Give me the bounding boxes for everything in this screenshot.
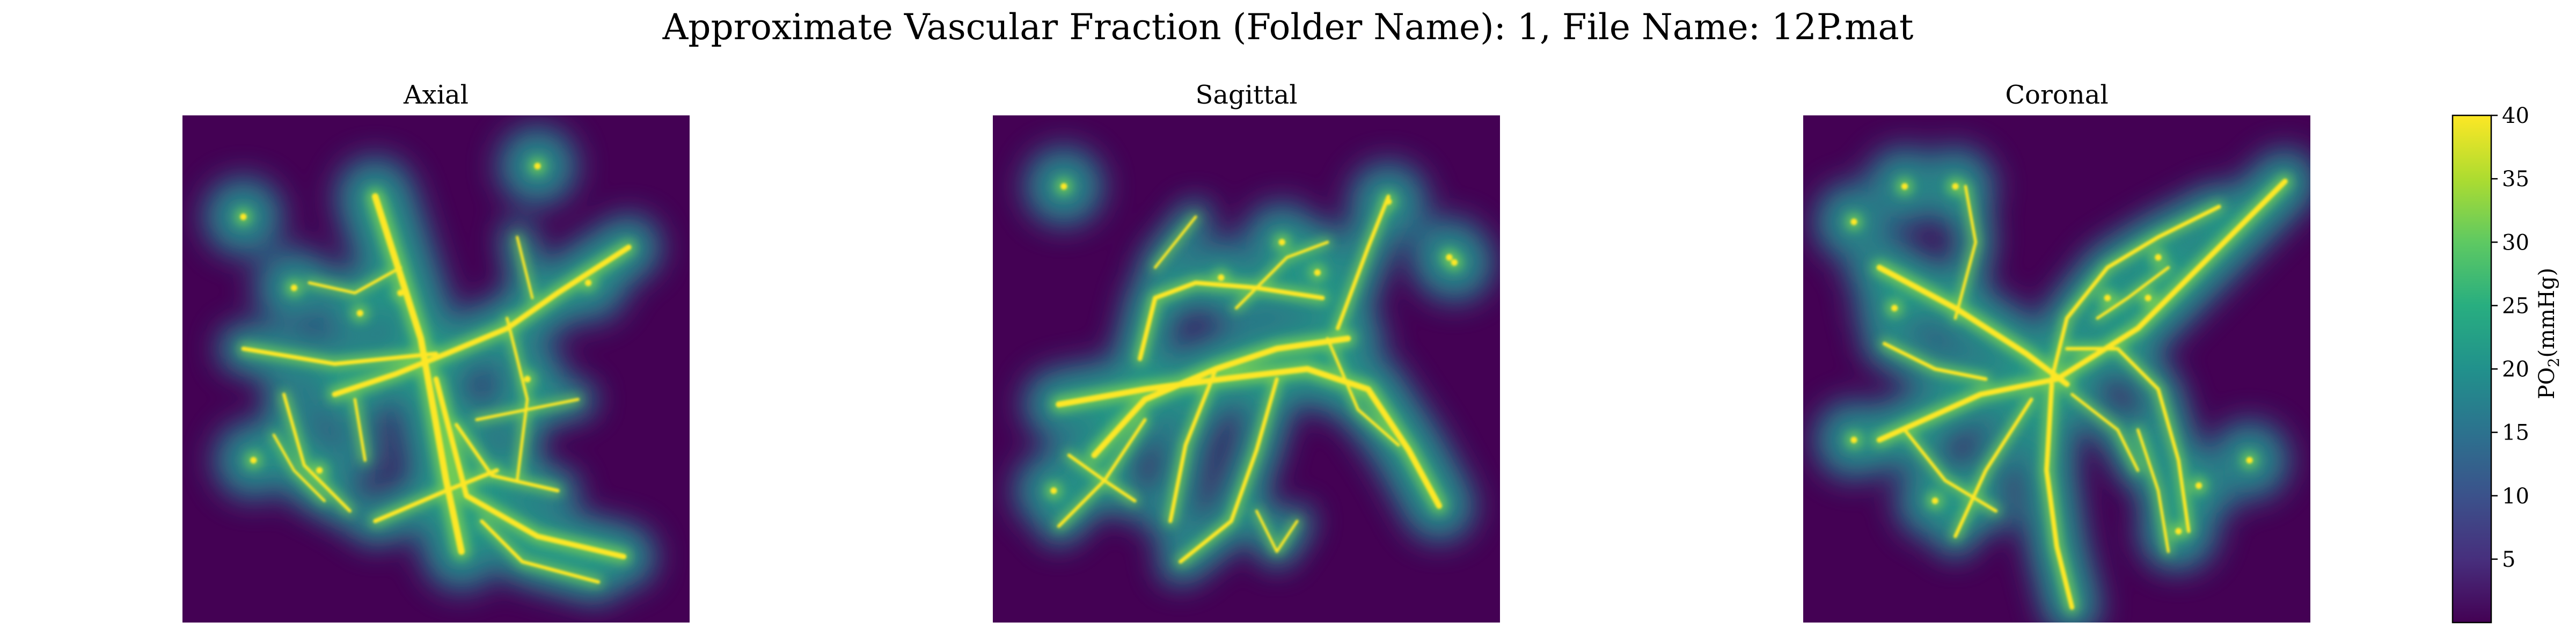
vessel-10-layer-3: [1255, 509, 1299, 553]
hotspot-1-layer-3: [1385, 198, 1392, 205]
vessel-2-layer-3: [2050, 204, 2221, 382]
vessel-9-layer-3: [1234, 240, 1329, 310]
hotspot-5-layer-3: [524, 376, 531, 383]
vessel-7-layer-3: [308, 266, 402, 295]
vessel-11-layer-3: [2136, 428, 2170, 553]
vessel-4-layer-3: [1179, 377, 1279, 564]
hotspot-7-layer-3: [1850, 436, 1857, 443]
panel-coronal: [1803, 115, 2310, 623]
hotspot-4-layer-3: [584, 279, 592, 287]
vessel-12-layer-3: [475, 398, 580, 421]
vessel-11-layer-3: [480, 519, 601, 584]
vessel-3-layer-3: [2044, 382, 2075, 610]
hotspot-6-layer-3: [2145, 295, 2151, 302]
hotspot-3-layer-3: [356, 310, 363, 317]
colorbar-label: PO2(mmHg): [2534, 267, 2563, 399]
vessel-4-layer-3: [1953, 397, 2033, 538]
hotspot-0-layer-3: [1901, 183, 1908, 190]
hotspot-4-layer-3: [1278, 239, 1285, 246]
hotspot-2-layer-3: [1446, 254, 1453, 261]
hotspot-0-layer-3: [1060, 183, 1067, 190]
colorbar-tick-label: 10: [2502, 484, 2529, 509]
panel-title-coronal: Coronal: [2005, 80, 2109, 110]
hotspot-11-layer-3: [2246, 457, 2253, 464]
vessel-2-layer-3: [332, 244, 632, 397]
vessel-3-layer-3: [433, 376, 627, 560]
hotspot-3-layer-3: [1891, 305, 1898, 312]
hotspot-4-layer-3: [2155, 254, 2162, 261]
vessel-6-layer-3: [454, 423, 560, 493]
hotspot-7-layer-3: [397, 289, 404, 296]
colorbar-tick-label: 35: [2502, 167, 2529, 192]
hotspot-1-layer-3: [1850, 218, 1857, 225]
panel-title-sagittal: Sagittal: [1195, 80, 1298, 110]
colorbar-tick-label: 15: [2502, 421, 2529, 445]
vessel-4-layer-3: [373, 468, 499, 523]
panel-axial: [182, 115, 690, 623]
vessel-8-layer-3: [1953, 185, 1978, 320]
vessel-11-layer-3: [1153, 215, 1197, 269]
vessel-9-layer-3: [1882, 341, 1988, 381]
vessel-5-layer-3: [1902, 428, 1998, 513]
vessel-8-layer-3: [506, 317, 529, 482]
vessel-8-layer-3: [1326, 337, 1400, 447]
vessel-7-layer-3: [2070, 393, 2140, 472]
hotspot-5-layer-3: [2104, 295, 2111, 302]
vessel-9-layer-3: [516, 236, 534, 299]
vessel-7-layer-3: [1336, 194, 1391, 331]
vessel-6-layer-3: [1057, 418, 1147, 528]
hotspot-8-layer-3: [1931, 497, 1938, 504]
vessel-0-layer-3: [1876, 178, 2288, 443]
colorbar-tick-label: 5: [2502, 547, 2515, 572]
vessel-0-layer-3: [1056, 366, 1443, 509]
colorbar-gradient: [2451, 114, 2492, 624]
hotspot-1-layer-3: [534, 163, 541, 170]
colorbar-tick-label: 20: [2502, 357, 2529, 382]
colorbar-tick-label: 25: [2502, 294, 2529, 318]
vessel-10-layer-3: [2096, 266, 2170, 320]
hotspot-9-layer-3: [2196, 482, 2202, 489]
hotspot-6-layer-3: [1314, 269, 1321, 276]
vessel-1-layer-3: [241, 346, 438, 366]
hotspot-2-layer-3: [1952, 183, 1959, 190]
vessel-5-layer-3: [282, 392, 352, 513]
colorbar-tick-label: 40: [2502, 104, 2529, 128]
vessel-13-layer-3: [272, 433, 326, 502]
hotspot-0-layer-3: [240, 213, 247, 221]
colorbar-tick-label: 30: [2502, 230, 2529, 255]
colorbar: 5 10 15 20 25 30 35 40: [2451, 104, 2529, 624]
vessel-6-layer-3: [2065, 347, 2191, 533]
hotspot-5-layer-3: [1218, 274, 1225, 281]
hotspot-10-layer-3: [2175, 528, 2182, 535]
hotspot-2-layer-3: [290, 284, 298, 291]
vessel-3-layer-3: [1168, 367, 1218, 523]
hotspot-7-layer-3: [1050, 487, 1057, 494]
hotspot-6-layer-3: [250, 457, 257, 464]
vessel-2-layer-3: [1137, 280, 1325, 361]
panel-title-axial: Axial: [403, 80, 469, 110]
panel-sagittal: [993, 115, 1500, 623]
vessel-1-layer-3: [1876, 265, 2070, 387]
vessel-10-layer-3: [353, 398, 367, 462]
hotspot-3-layer-3: [1451, 259, 1458, 266]
figure-suptitle: Approximate Vascular Fraction (Folder Na…: [662, 6, 1914, 48]
hotspot-8-layer-3: [316, 467, 323, 474]
